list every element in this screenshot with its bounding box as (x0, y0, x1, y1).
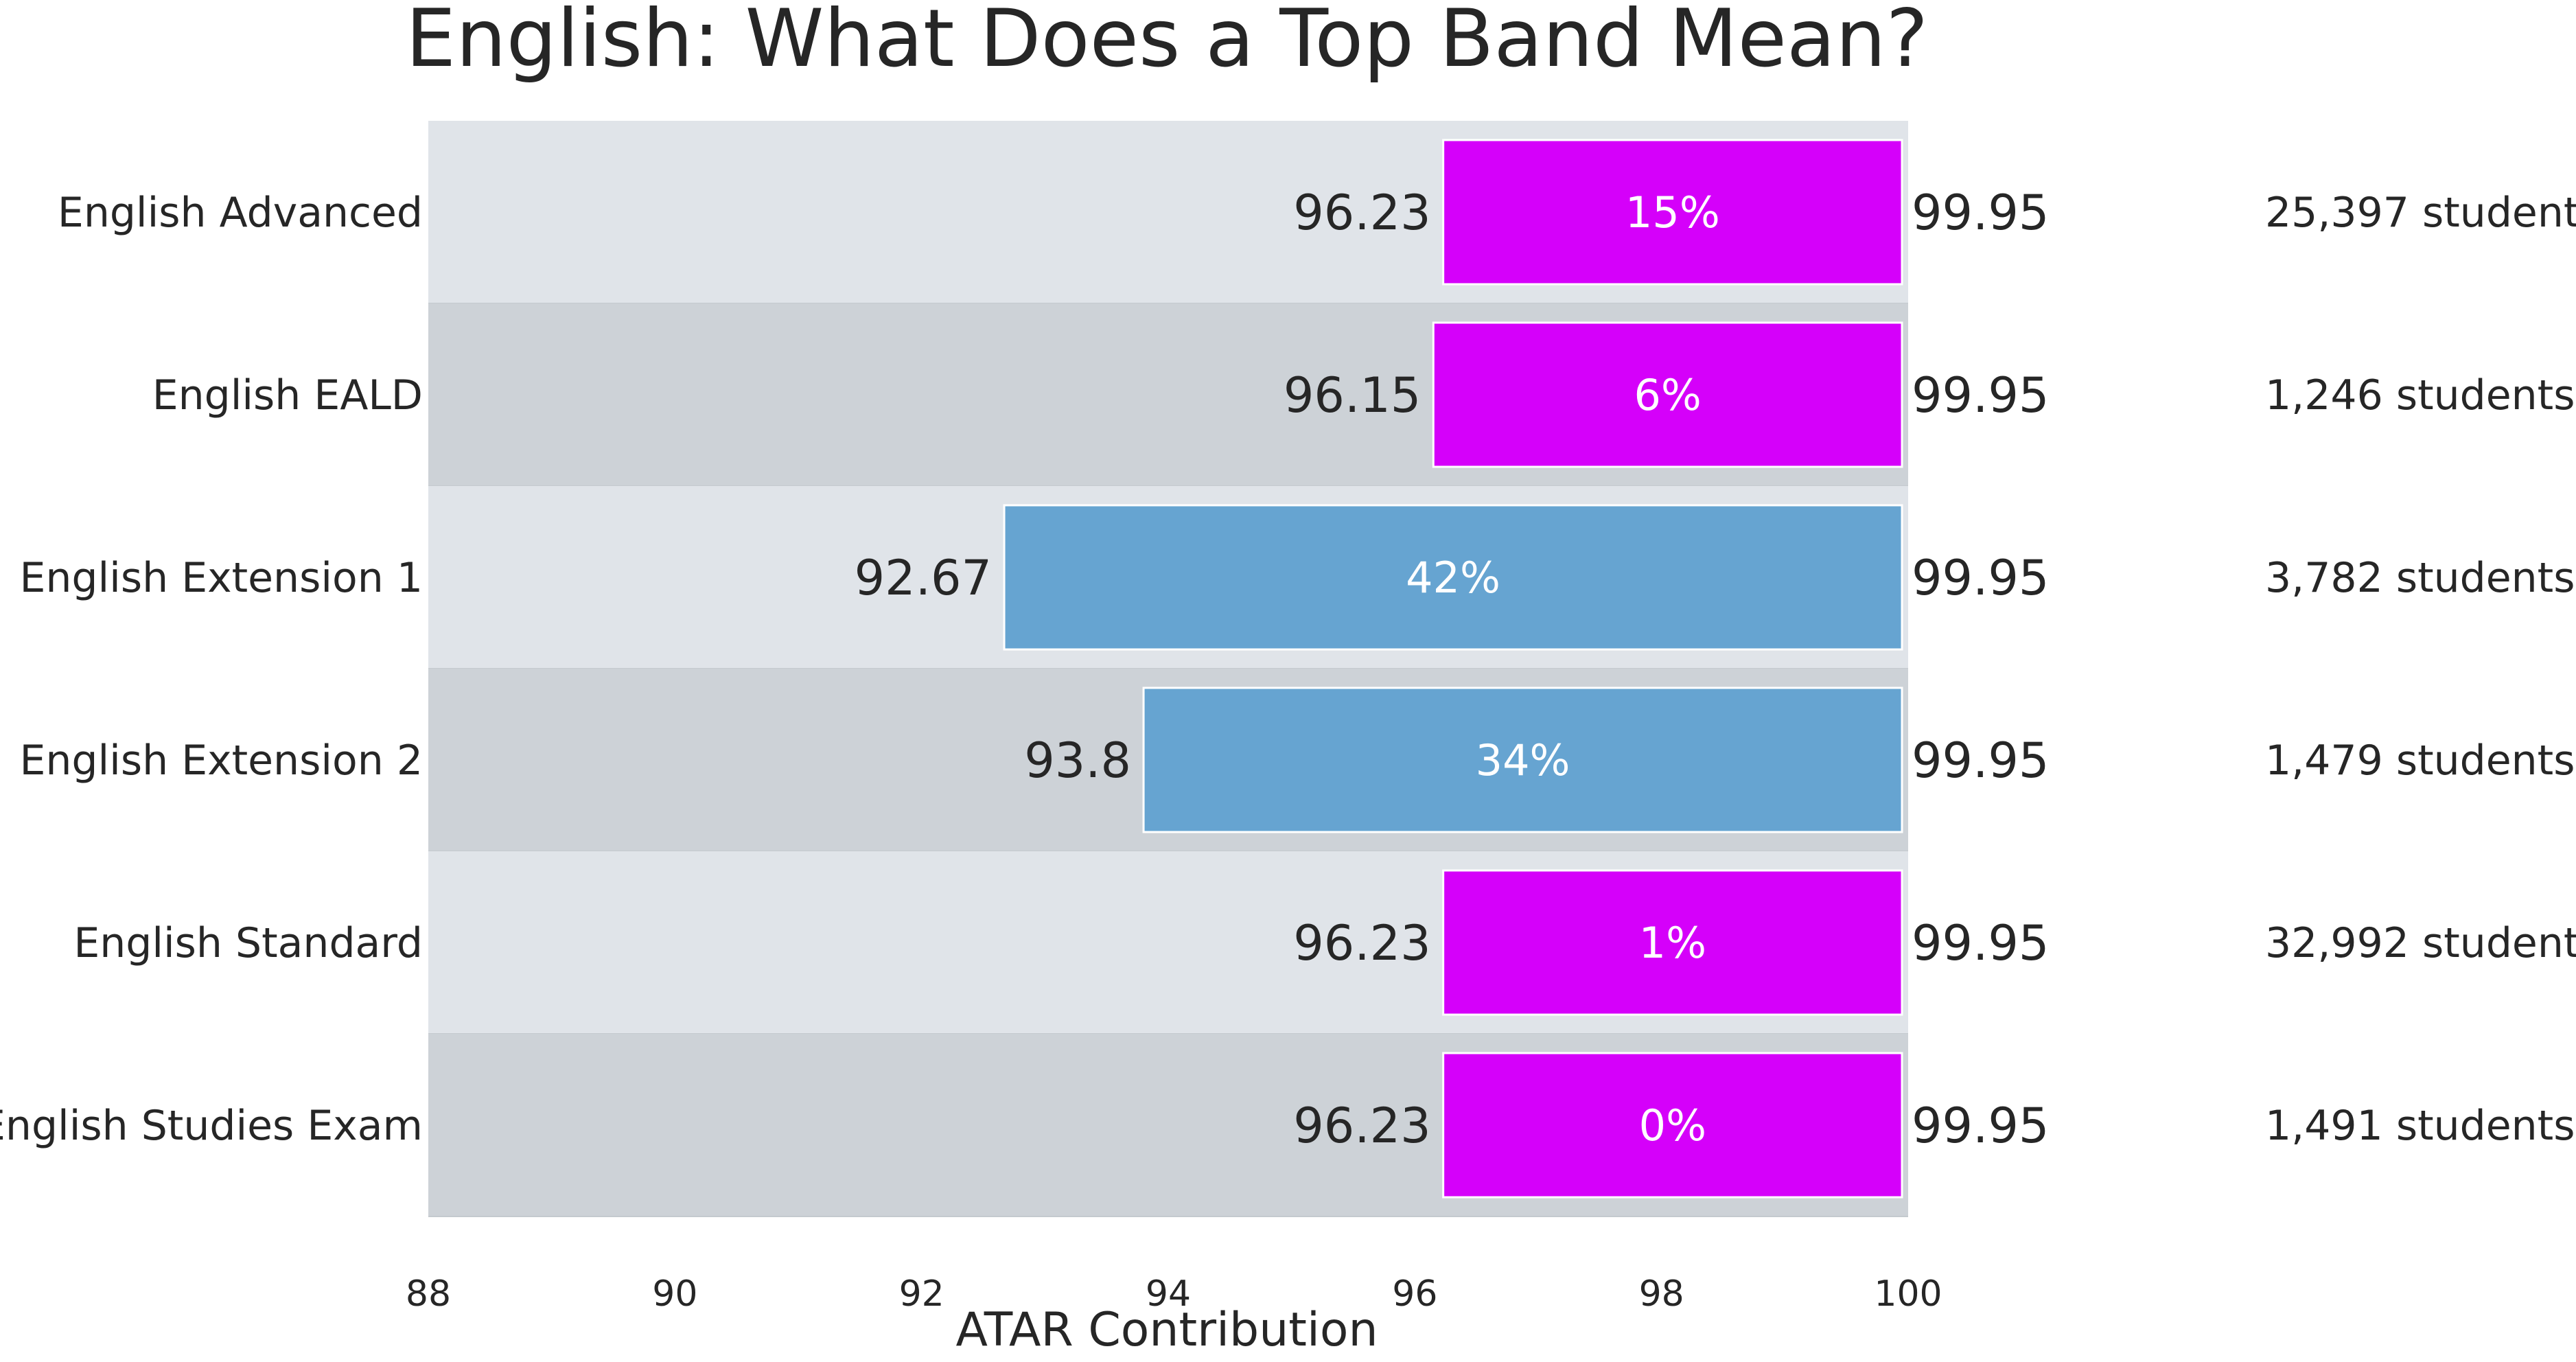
x-tick-label: 94 (1146, 1273, 1191, 1315)
bar-end-label: 99.95 (1912, 915, 2049, 971)
x-tick-label: 100 (1874, 1273, 1942, 1315)
bar-end-label: 99.95 (1912, 550, 2049, 606)
bar-end-label: 99.95 (1912, 185, 2049, 241)
bar-start-label: 96.23 (1293, 1098, 1430, 1154)
chart-title: English: What Does a Top Band Mean? (406, 0, 1928, 85)
student-count-label: 25,397 students (2265, 189, 2576, 237)
category-label: English Extension 2 (19, 737, 423, 785)
x-tick-label: 88 (406, 1273, 451, 1315)
bar (1003, 504, 1903, 651)
x-tick-label: 90 (652, 1273, 697, 1315)
category-label: English Extension 1 (19, 554, 423, 602)
percent-label: 34% (1476, 735, 1570, 785)
student-count-label: 1,491 students (2265, 1102, 2575, 1150)
percent-label: 42% (1406, 553, 1500, 603)
student-count-label: 32,992 students (2265, 919, 2576, 967)
percent-label: 0% (1639, 1100, 1706, 1151)
x-tick-label: 92 (899, 1273, 944, 1315)
x-axis-title: ATAR Contribution (955, 1303, 1378, 1357)
category-label: English EALD (152, 371, 423, 419)
student-count-label: 3,782 students (2265, 554, 2575, 602)
bar-end-label: 99.95 (1912, 732, 2049, 789)
x-tick-label: 98 (1639, 1273, 1684, 1315)
bar (1442, 1052, 1903, 1199)
bar-start-label: 96.23 (1293, 915, 1430, 971)
category-label: English Standard (73, 919, 423, 967)
x-tick-label: 96 (1392, 1273, 1437, 1315)
student-count-label: 1,246 students (2265, 371, 2575, 419)
percent-label: 6% (1634, 370, 1701, 420)
bar (1432, 321, 1903, 468)
bar (1442, 869, 1903, 1016)
bar-start-label: 96.15 (1284, 367, 1421, 424)
bar-start-label: 93.8 (1024, 732, 1131, 789)
student-count-label: 1,479 students (2265, 737, 2575, 785)
percent-label: 15% (1625, 187, 1720, 238)
category-label: English Advanced (58, 189, 423, 237)
bar (1142, 686, 1903, 833)
bar (1442, 139, 1903, 286)
percent-label: 1% (1639, 918, 1706, 968)
bar-end-label: 99.95 (1912, 1098, 2049, 1154)
bar-end-label: 99.95 (1912, 367, 2049, 424)
bar-start-label: 96.23 (1293, 185, 1430, 241)
bar-start-label: 92.67 (855, 550, 992, 606)
chart-rows: English Advanced 96.23 15% 99.95 25,397 stud… (0, 121, 2576, 1217)
category-label: English Studies Exam (0, 1102, 423, 1150)
x-axis-ticks: 88 90 92 94 96 98 100 (406, 1273, 1942, 1315)
